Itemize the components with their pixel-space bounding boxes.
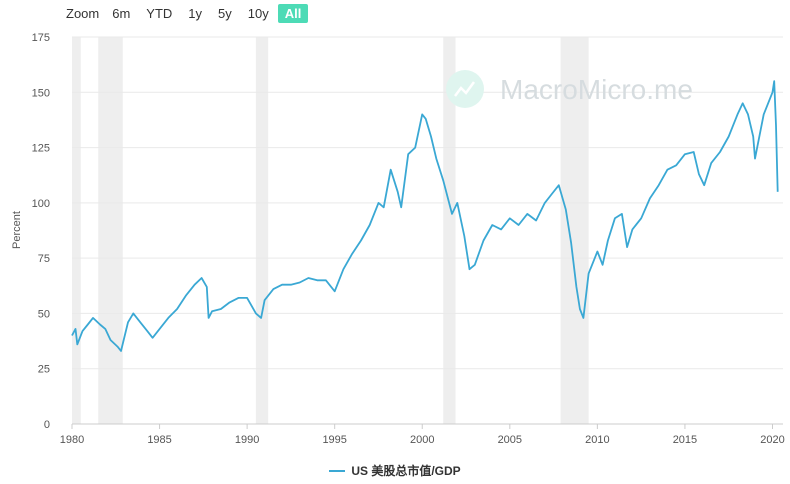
legend[interactable]: US 美股总市值/GDP <box>0 462 790 479</box>
x-tick-label: 2015 <box>673 434 697 446</box>
recession-band-3 <box>443 37 456 424</box>
y-tick-label: 75 <box>38 253 50 265</box>
legend-label: US 美股总市值/GDP <box>351 464 461 478</box>
y-tick-label: 175 <box>32 32 50 44</box>
zoom-1y-button[interactable]: 1y <box>188 5 203 21</box>
series-line-us-market-cap-gdp <box>71 80 779 352</box>
y-axis: 0 25 50 75 100 125 150 175 <box>32 32 50 431</box>
y-tick-label: 50 <box>38 308 50 320</box>
recession-band-2 <box>255 37 269 424</box>
x-tick-label: 1995 <box>322 434 346 446</box>
zoom-6m-button[interactable]: 6m <box>112 5 131 21</box>
recession-band-0 <box>72 37 81 424</box>
y-tick-label: 150 <box>32 87 50 99</box>
x-tick-label: 1980 <box>60 434 84 446</box>
zoom-ytd-button[interactable]: YTD <box>146 5 173 21</box>
zoom-all-button[interactable]: All <box>277 3 309 23</box>
recession-band-4 <box>560 37 589 424</box>
x-axis: 1980 1985 1990 1995 2000 2005 2010 2015 2020 <box>60 424 785 446</box>
watermark: MacroMicro.me <box>446 70 693 108</box>
legend-swatch <box>329 469 346 472</box>
watermark-text: MacroMicro.me <box>500 74 693 105</box>
y-tick-label: 100 <box>32 198 50 210</box>
grid-lines <box>72 36 783 425</box>
y-tick-label: 25 <box>38 364 50 376</box>
watermark-logo-icon <box>446 70 484 108</box>
recession-band-1 <box>98 37 123 424</box>
zoom-bar: Zoom 6m YTD 1y 5y 10y All <box>60 2 310 24</box>
zoom-5y-button[interactable]: 5y <box>218 5 232 21</box>
x-tick-label: 1990 <box>235 434 259 446</box>
x-tick-label: 2000 <box>410 434 434 446</box>
recession-bands <box>72 37 589 424</box>
x-tick-label: 2005 <box>498 434 522 446</box>
zoom-10y-button[interactable]: 10y <box>247 5 269 21</box>
watermark-logo-mark-icon <box>454 81 476 97</box>
x-tick-label: 1985 <box>147 434 171 446</box>
x-tick-label: 2010 <box>585 434 609 446</box>
y-tick-label: 125 <box>32 143 50 155</box>
y-tick-label: 0 <box>44 419 50 431</box>
x-tick-label: 2020 <box>760 434 784 446</box>
zoom-label: Zoom <box>66 5 100 21</box>
y-axis-title: Percent <box>11 211 23 249</box>
